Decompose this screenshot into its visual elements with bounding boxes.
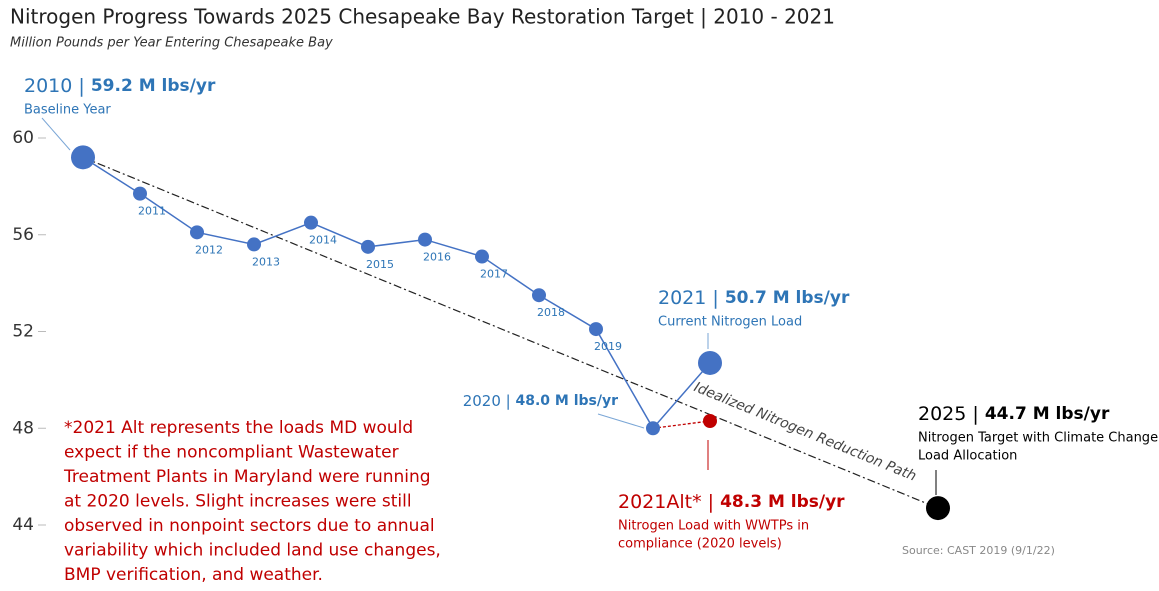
data-point bbox=[418, 232, 432, 247]
year-label: 2011 bbox=[138, 205, 166, 218]
chart-subtitle: Million Pounds per Year Entering Chesape… bbox=[10, 36, 333, 51]
data-point bbox=[361, 239, 375, 254]
current-label: 2021 | 50.7 M lbs/yr bbox=[658, 287, 850, 309]
alt-label: 2021Alt* | 48.3 M lbs/yr bbox=[618, 491, 845, 513]
prev-separator: | bbox=[501, 392, 516, 410]
prev-year: 2020 bbox=[463, 392, 501, 410]
current-note: Current Nitrogen Load bbox=[658, 315, 802, 330]
prev-value: 48.0 M lbs/yr bbox=[515, 393, 618, 409]
target-label: 2025 | 44.7 M lbs/yr bbox=[918, 403, 1110, 425]
footnote: at 2020 levels. Slight increases were st… bbox=[64, 492, 412, 512]
data-point bbox=[532, 288, 546, 303]
data-point bbox=[190, 225, 204, 240]
chart-title: Nitrogen Progress Towards 2025 Chesapeak… bbox=[10, 5, 835, 29]
y-tick-label: 56 bbox=[12, 225, 34, 245]
footnote: Treatment Plants in Maryland were runnin… bbox=[63, 467, 431, 487]
baseline-leader bbox=[41, 117, 71, 151]
year-label: 2019 bbox=[594, 340, 622, 353]
data-point bbox=[698, 350, 722, 375]
alt-link bbox=[652, 420, 711, 429]
alt-note: Nitrogen Load with WWTPs in bbox=[618, 519, 809, 534]
baseline-note: Baseline Year bbox=[24, 103, 111, 118]
current-value: 50.7 M lbs/yr bbox=[725, 288, 850, 308]
target-separator: | bbox=[966, 403, 984, 425]
year-label: 2015 bbox=[366, 258, 394, 271]
current-year: 2021 bbox=[658, 287, 706, 309]
footnote: expect if the noncompliant Wastewater bbox=[64, 443, 399, 463]
source: Source: CAST 2019 (9/1/22) bbox=[902, 544, 1055, 557]
baseline-value: 59.2 M lbs/yr bbox=[91, 76, 216, 96]
baseline-label: 2010 | 59.2 M lbs/yr bbox=[24, 75, 216, 97]
alt-year: 2021Alt* bbox=[618, 491, 702, 513]
alt-note: compliance (2020 levels) bbox=[618, 537, 782, 552]
current-separator: | bbox=[706, 287, 724, 309]
data-point bbox=[304, 215, 318, 230]
year-label: 2016 bbox=[423, 251, 451, 264]
year-label: 2017 bbox=[480, 268, 508, 281]
y-tick-label: 60 bbox=[12, 128, 34, 148]
target-note: Nitrogen Target with Climate Change bbox=[918, 431, 1158, 446]
year-label: 2014 bbox=[309, 234, 337, 247]
year-label: 2013 bbox=[252, 255, 280, 268]
year-label: 2018 bbox=[537, 306, 565, 319]
y-tick-label: 48 bbox=[12, 418, 34, 438]
data-point bbox=[133, 186, 147, 201]
year-label: 2012 bbox=[195, 243, 223, 256]
y-tick-label: 44 bbox=[12, 515, 34, 535]
data-point bbox=[589, 322, 603, 337]
data-point bbox=[71, 145, 95, 170]
target-note: Load Allocation bbox=[918, 449, 1017, 464]
y-tick-label: 52 bbox=[12, 322, 34, 342]
data-point bbox=[475, 249, 489, 264]
baseline-year: 2010 bbox=[24, 75, 72, 97]
data-point bbox=[646, 421, 660, 436]
prev-leader bbox=[597, 413, 645, 429]
footnote: observed in nonpoint sectors due to annu… bbox=[64, 516, 435, 536]
alt-point bbox=[703, 413, 717, 428]
prev-label: 2020 | 48.0 M lbs/yr bbox=[463, 392, 618, 410]
footnote: BMP verification, and weather. bbox=[64, 565, 323, 585]
target-value: 44.7 M lbs/yr bbox=[985, 404, 1110, 424]
ideal-path bbox=[82, 156, 939, 509]
data-point bbox=[247, 237, 261, 252]
alt-separator: | bbox=[702, 491, 720, 513]
footnote: variability which included land use chan… bbox=[64, 541, 441, 561]
baseline-separator: | bbox=[72, 75, 90, 97]
target-point bbox=[926, 496, 950, 521]
alt-value: 48.3 M lbs/yr bbox=[720, 492, 845, 512]
footnote: *2021 Alt represents the loads MD would bbox=[64, 418, 413, 438]
target-year: 2025 bbox=[918, 403, 966, 425]
path-label: Idealized Nitrogen Reduction Path bbox=[692, 379, 919, 484]
data-line bbox=[82, 156, 711, 430]
